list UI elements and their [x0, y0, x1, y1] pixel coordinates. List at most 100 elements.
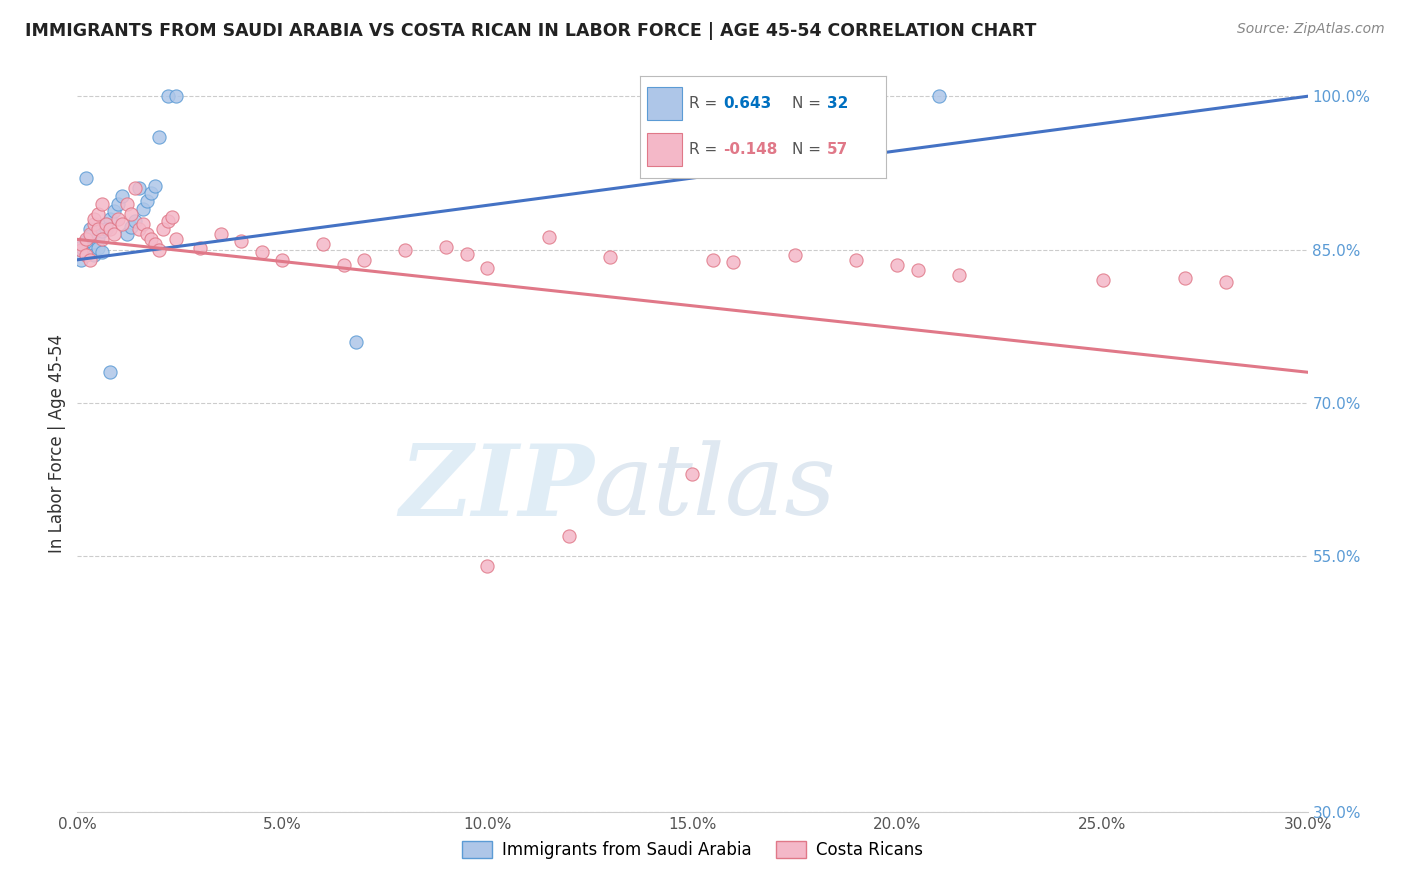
Point [87, 240, 110, 255]
Point [143, 179, 166, 194]
Point [948, 268, 970, 282]
Point [79, 227, 101, 242]
Point [209, 227, 232, 242]
Point [783, 248, 806, 262]
Point [83, 248, 105, 262]
Point [87, 222, 110, 236]
Text: ZIP: ZIP [399, 440, 595, 536]
Point [143, 237, 166, 252]
Point [477, 260, 499, 275]
Point [70, 239, 93, 253]
Point [128, 222, 150, 236]
Point [1174, 271, 1197, 285]
Point [537, 230, 560, 244]
Point [231, 235, 253, 249]
Point [120, 220, 142, 235]
Point [456, 246, 478, 260]
Point [111, 189, 134, 203]
Point [165, 89, 187, 103]
Point [599, 250, 621, 264]
Text: N =: N = [793, 142, 827, 157]
Point [98, 222, 121, 236]
Point [98, 365, 121, 379]
Text: 0.643: 0.643 [724, 96, 772, 111]
Point [558, 529, 581, 543]
Point [148, 243, 170, 257]
Point [107, 211, 129, 226]
Text: -0.148: -0.148 [724, 142, 778, 157]
Point [111, 217, 134, 231]
Point [132, 217, 155, 231]
Point [87, 230, 110, 244]
Point [75, 248, 97, 262]
Point [136, 194, 159, 208]
Point [83, 211, 105, 226]
Point [702, 252, 724, 267]
Point [1215, 275, 1237, 289]
Point [333, 258, 356, 272]
Point [94, 222, 117, 236]
Text: IMMIGRANTS FROM SAUDI ARABIA VS COSTA RICAN IN LABOR FORCE | AGE 45-54 CORRELATI: IMMIGRANTS FROM SAUDI ARABIA VS COSTA RI… [25, 22, 1036, 40]
Point [79, 229, 101, 244]
Point [271, 252, 294, 267]
Point [845, 252, 868, 267]
Point [394, 243, 416, 257]
Point [132, 202, 155, 216]
Point [124, 214, 146, 228]
Legend: Immigrants from Saudi Arabia, Costa Ricans: Immigrants from Saudi Arabia, Costa Rica… [456, 834, 929, 866]
Point [115, 227, 138, 242]
Point [188, 240, 212, 255]
Point [312, 237, 335, 252]
Point [103, 227, 125, 242]
Point [79, 252, 101, 267]
Point [90, 196, 114, 211]
Point [436, 239, 458, 253]
Point [682, 467, 704, 482]
Point [152, 222, 174, 236]
Point [75, 171, 97, 186]
Text: Source: ZipAtlas.com: Source: ZipAtlas.com [1237, 22, 1385, 37]
Point [70, 237, 93, 252]
Point [94, 217, 117, 231]
Point [353, 252, 375, 267]
Point [70, 243, 93, 257]
Point [98, 211, 121, 226]
Point [128, 181, 150, 195]
Point [90, 244, 114, 259]
Point [120, 207, 142, 221]
Point [75, 232, 97, 246]
Point [156, 89, 179, 103]
FancyBboxPatch shape [647, 133, 682, 166]
Point [107, 196, 129, 211]
Point [141, 186, 163, 201]
Point [83, 217, 105, 231]
Point [70, 252, 93, 267]
Point [250, 244, 273, 259]
Point [75, 235, 97, 249]
Point [141, 232, 163, 246]
Point [907, 263, 929, 277]
Y-axis label: In Labor Force | Age 45-54: In Labor Force | Age 45-54 [48, 334, 66, 553]
Point [90, 224, 114, 238]
Point [115, 196, 138, 211]
Point [90, 232, 114, 246]
Point [886, 258, 908, 272]
Text: R =: R = [689, 96, 723, 111]
Text: N =: N = [793, 96, 827, 111]
Point [136, 227, 159, 242]
Text: atlas: atlas [595, 441, 837, 535]
Point [723, 255, 745, 269]
Point [160, 210, 183, 224]
Point [928, 89, 950, 103]
FancyBboxPatch shape [647, 87, 682, 120]
Point [165, 232, 187, 246]
Point [344, 334, 367, 349]
Text: 57: 57 [827, 142, 848, 157]
Point [87, 207, 110, 221]
Point [156, 214, 179, 228]
Point [477, 559, 499, 574]
Point [148, 130, 170, 145]
Point [79, 222, 101, 236]
Point [1091, 273, 1114, 287]
Point [83, 237, 105, 252]
